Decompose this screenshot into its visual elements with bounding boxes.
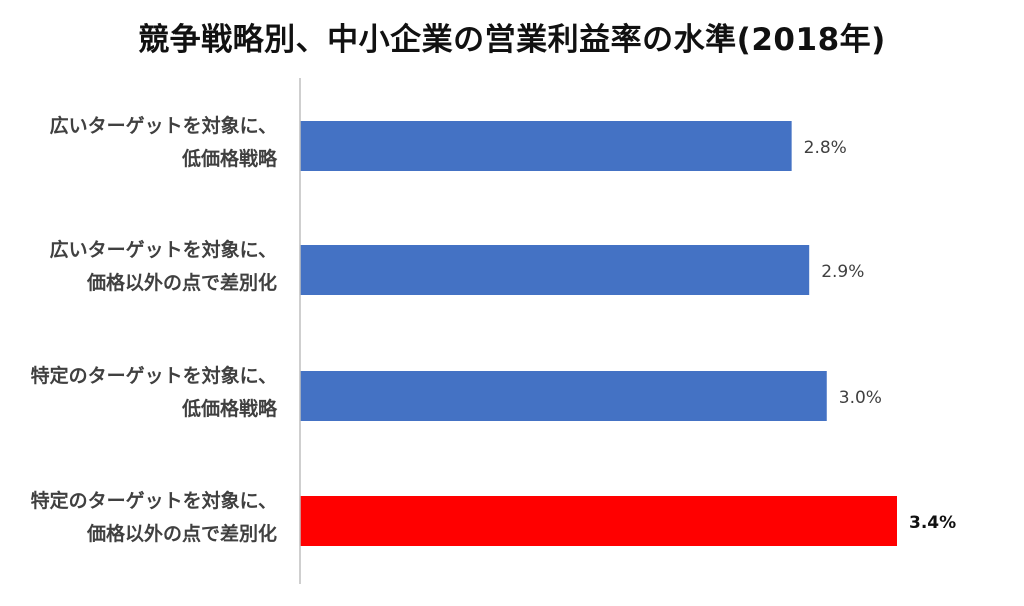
category-label-3-line-1: 特定のターゲットを対象に、 (31, 364, 277, 387)
data-label-3: 3.0% (839, 388, 882, 408)
category-label-4-line-1: 特定のターゲットを対象に、 (31, 489, 277, 512)
chart-title: 競争戦略別、中小企業の営業利益率の水準(2018年) (138, 22, 886, 58)
category-label-2-line-2: 価格以外の点で差別化 (86, 271, 277, 294)
data-label-4: 3.4% (909, 513, 956, 533)
data-label-1: 2.8% (804, 138, 847, 158)
data-label-2: 2.9% (821, 262, 864, 282)
bar-2 (300, 245, 810, 295)
category-label-4-line-2: 価格以外の点で差別化 (86, 522, 277, 545)
bar-3 (300, 371, 827, 421)
category-label-1-line-2: 低価格戦略 (181, 147, 278, 170)
category-label-3-line-2: 低価格戦略 (181, 397, 278, 420)
bar-4 (300, 496, 897, 546)
category-label-2-line-1: 広いターゲットを対象に、 (50, 238, 277, 261)
bar-1 (300, 121, 792, 171)
category-label-1-line-1: 広いターゲットを対象に、 (50, 114, 277, 137)
